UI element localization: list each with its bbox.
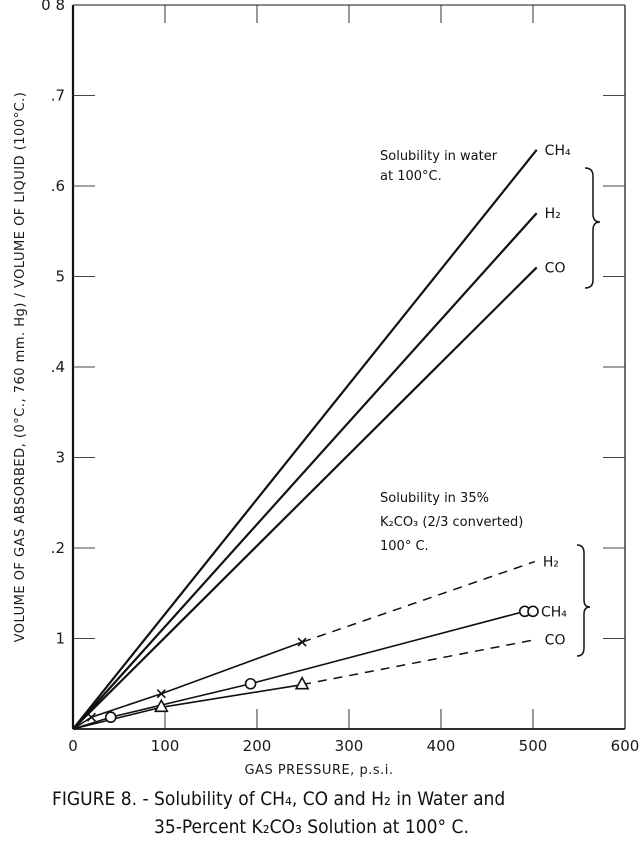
ticks: 0 100 200 300 400 500 600 1 .2 3 .4 5 .6 .7 0 8 xyxy=(41,0,639,755)
brace-water xyxy=(584,167,601,289)
x-tick-label: 500 xyxy=(519,737,548,755)
annotation-k2co3-line: Solubility in 35% xyxy=(380,491,489,506)
y-tick-label: .4 xyxy=(51,358,65,376)
y-tick-label: .7 xyxy=(51,87,65,105)
annotation-k2co3-line: K₂CO₃ (2/3 converted) xyxy=(380,515,523,530)
series-line-k2co3-h2 xyxy=(72,641,303,730)
series-label-water-h2: H₂ xyxy=(545,206,561,222)
marker-x-k2co3-h2 xyxy=(86,712,96,722)
brace-k2co3 xyxy=(576,544,591,657)
y-tick-label: 0 8 xyxy=(41,0,65,14)
series-line-water-ch4 xyxy=(72,149,538,730)
marker-triangle-k2co3-co xyxy=(294,675,310,690)
x-tick-label: 300 xyxy=(335,737,364,755)
x-tick-label: 0 xyxy=(68,737,78,755)
series-dashed-k2co3-h2 xyxy=(301,560,536,643)
x-tick-label: 600 xyxy=(611,737,640,755)
series-dashed-k2co3-co xyxy=(301,638,537,686)
y-tick-label: .6 xyxy=(51,177,65,195)
marker-circle-k2co3-ch4 xyxy=(244,677,257,690)
x-axis-title: GAS PRESSURE, p.s.i. xyxy=(244,763,393,778)
marker-circle-k2co3-ch4 xyxy=(527,605,539,618)
annotation-water-line: at 100°C. xyxy=(380,169,442,184)
series-group xyxy=(72,149,538,730)
series-line-water-h2 xyxy=(72,212,538,730)
annotation-water-line: Solubility in water xyxy=(380,149,498,164)
marker-x-k2co3-h2 xyxy=(297,637,307,647)
marker-x-k2co3-h2 xyxy=(156,689,166,699)
x-tick-label: 200 xyxy=(243,737,272,755)
annotation-k2co3-line: 100° C. xyxy=(380,539,429,554)
series-label-k2co3-h2: H₂ xyxy=(543,555,559,571)
series-label-water-co: CO xyxy=(545,260,566,276)
y-tick-label: .2 xyxy=(51,539,65,557)
marker-triangle-k2co3-co xyxy=(153,698,169,713)
series-label-k2co3-ch4: CH₄ xyxy=(541,604,567,620)
labels-group: GAS PRESSURE, p.s.i. VOLUME OF GAS ABSORB… xyxy=(13,92,601,778)
series-label-water-ch4: CH₄ xyxy=(545,143,571,159)
marker-circle-k2co3-ch4 xyxy=(104,711,117,724)
series-label-k2co3-co: CO xyxy=(545,632,566,648)
x-tick-label: 400 xyxy=(427,737,456,755)
axes xyxy=(71,4,626,730)
chart: 0 100 200 300 400 500 600 1 .2 3 .4 5 .6 .7 0 8 GAS PR… xyxy=(13,0,639,778)
x-tick-label: 100 xyxy=(151,737,180,755)
y-tick-label: 5 xyxy=(55,268,65,286)
y-axis-title: VOLUME OF GAS ABSORBED, (0°C., 760 mm. H… xyxy=(13,92,28,643)
markers-group xyxy=(86,605,539,724)
figure-caption-line-1: FIGURE 8. - Solubility of CH₄, CO and H₂… xyxy=(52,788,506,810)
y-tick-label: 3 xyxy=(55,449,65,467)
y-tick-label: 1 xyxy=(55,630,65,648)
series-line-water-co xyxy=(72,266,538,730)
figure-caption-line-2: 35-Percent K₂CO₃ Solution at 100° C. xyxy=(154,816,469,838)
